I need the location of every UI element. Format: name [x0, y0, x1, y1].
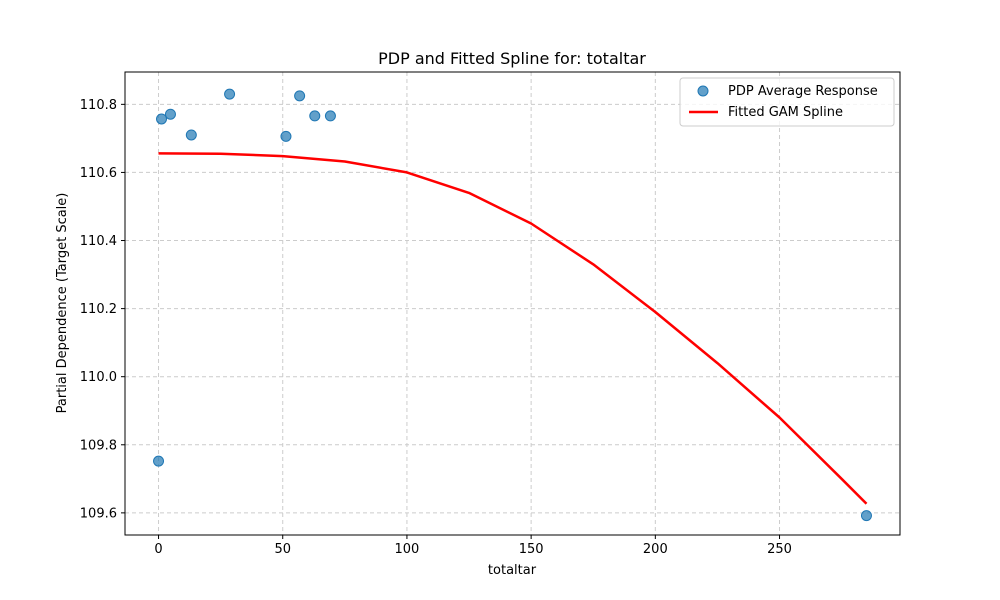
pdp-point: [280, 130, 292, 142]
x-tick-label: 150: [519, 542, 544, 557]
pdp-point: [156, 113, 168, 125]
pdp-point: [294, 90, 306, 102]
legend: PDP Average Response Fitted GAM Spline: [679, 77, 895, 127]
legend-label-pdp: PDP Average Response: [728, 84, 878, 99]
y-tick-label: 109.8: [80, 438, 117, 453]
legend-frame: [679, 77, 895, 127]
plot-area-frame: [124, 71, 901, 536]
series-layer: [153, 88, 872, 522]
spline-line: [158, 152, 868, 505]
y-tick-label: 110.2: [80, 302, 117, 317]
chart-title: PDP and Fitted Spline for: totaltar: [378, 49, 646, 68]
grid: [125, 72, 900, 535]
y-tick-label: 110.4: [80, 234, 117, 249]
pdp-point: [153, 455, 165, 467]
legend-marker-pdp: [697, 85, 709, 97]
axis-ticks: 0 50 100 150 200 250 109.6 109.8 110.0 110.2 110.4…: [80, 98, 792, 557]
pdp-point: [185, 129, 197, 141]
y-tick-label: 110.0: [80, 370, 117, 385]
y-tick-label: 110.6: [80, 166, 117, 181]
x-tick-label: 100: [395, 542, 420, 557]
y-tick-label: 109.6: [80, 506, 117, 521]
pdp-point: [309, 110, 321, 122]
x-tick-label: 0: [154, 542, 162, 557]
x-tick-label: 200: [643, 542, 668, 557]
pdp-point: [164, 108, 176, 120]
x-tick-label: 250: [767, 542, 792, 557]
pdp-point: [224, 88, 236, 100]
legend-label-spline: Fitted GAM Spline: [728, 105, 843, 120]
pdp-point: [324, 110, 336, 122]
y-axis-title: Partial Dependence (Target Scale): [55, 193, 70, 414]
y-tick-label: 110.8: [80, 98, 117, 113]
x-axis-title: totaltar: [488, 563, 537, 578]
pdp-point: [860, 510, 872, 522]
x-tick-label: 50: [274, 542, 291, 557]
